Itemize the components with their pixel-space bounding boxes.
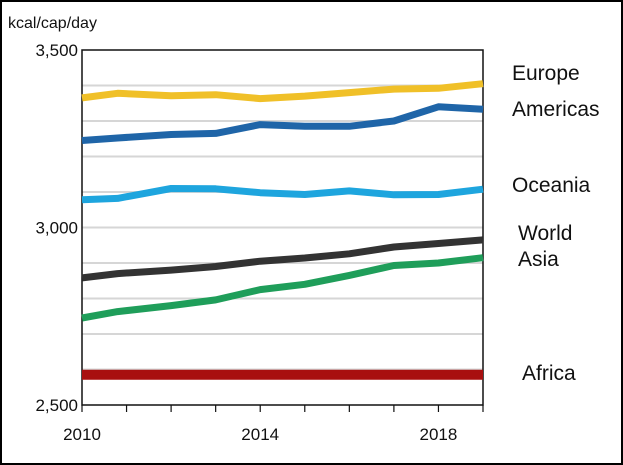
series-line-europe (81, 80, 484, 103)
y-tick-label: 3,500 (35, 41, 78, 60)
plot-area-border (81, 49, 484, 406)
x-tick-label: 2010 (63, 425, 101, 444)
series-label-world: World (518, 222, 572, 245)
y-tick-label: 2,500 (35, 396, 78, 415)
series-label-asia: Asia (518, 248, 559, 271)
y-axis-unit-label: kcal/cap/day (8, 15, 97, 32)
x-tick-label: 2018 (420, 425, 458, 444)
y-tick-label: 3,000 (35, 219, 78, 238)
series-line-americas (81, 103, 484, 144)
series-line-world (81, 236, 484, 282)
x-tick-label: 2014 (241, 425, 279, 444)
series-label-africa: Africa (522, 362, 576, 385)
series-label-europe: Europe (512, 62, 580, 85)
series-label-oceania: Oceania (512, 174, 591, 197)
series-label-americas: Americas (512, 98, 600, 121)
series-line-asia (81, 254, 484, 322)
series-line-oceania (81, 185, 484, 204)
